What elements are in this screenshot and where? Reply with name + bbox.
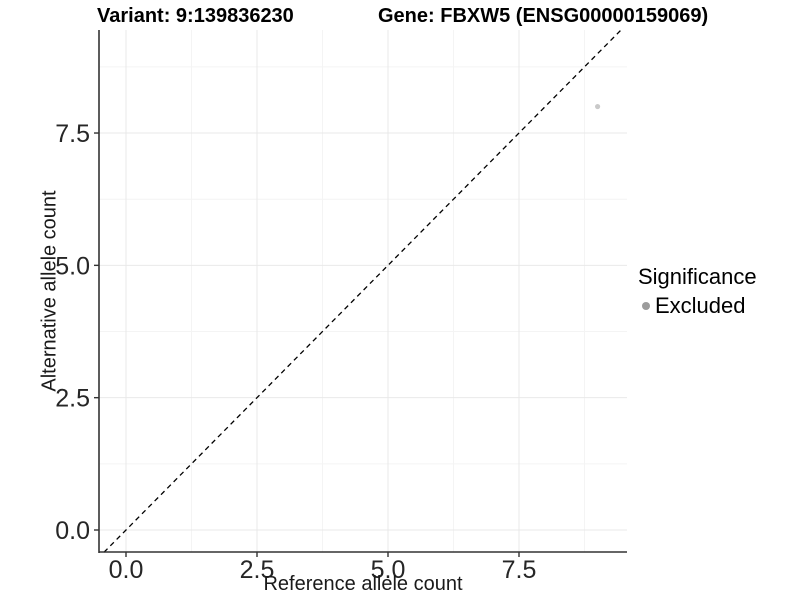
- y-tick-label: 2.5: [55, 385, 90, 413]
- x-tick-label: 5.0: [371, 556, 406, 584]
- y-tick-label: 5.0: [55, 252, 90, 280]
- legend: Significance Excluded: [638, 264, 757, 319]
- legend-label: Excluded: [655, 293, 746, 318]
- legend-point-marker-icon: [642, 302, 650, 310]
- x-tick-label: 7.5: [502, 556, 537, 584]
- legend-title: Significance: [638, 264, 757, 289]
- plot-title-variant: Variant: 9:139836230: [97, 5, 294, 27]
- y-tick-label: 7.5: [55, 120, 90, 148]
- identity-line: [103, 29, 622, 553]
- y-tick-label: 0.0: [55, 517, 90, 545]
- legend-entry-excluded: Excluded: [638, 293, 757, 319]
- x-axis-title: Reference allele count: [263, 573, 463, 595]
- data-point: [595, 103, 601, 110]
- x-tick-label: 2.5: [240, 556, 275, 584]
- x-tick-label: 0.0: [109, 556, 144, 584]
- plot-title-gene: Gene: FBXW5 (ENSG00000159069): [378, 5, 709, 27]
- y-axis-title: Alternative allele count: [38, 190, 61, 392]
